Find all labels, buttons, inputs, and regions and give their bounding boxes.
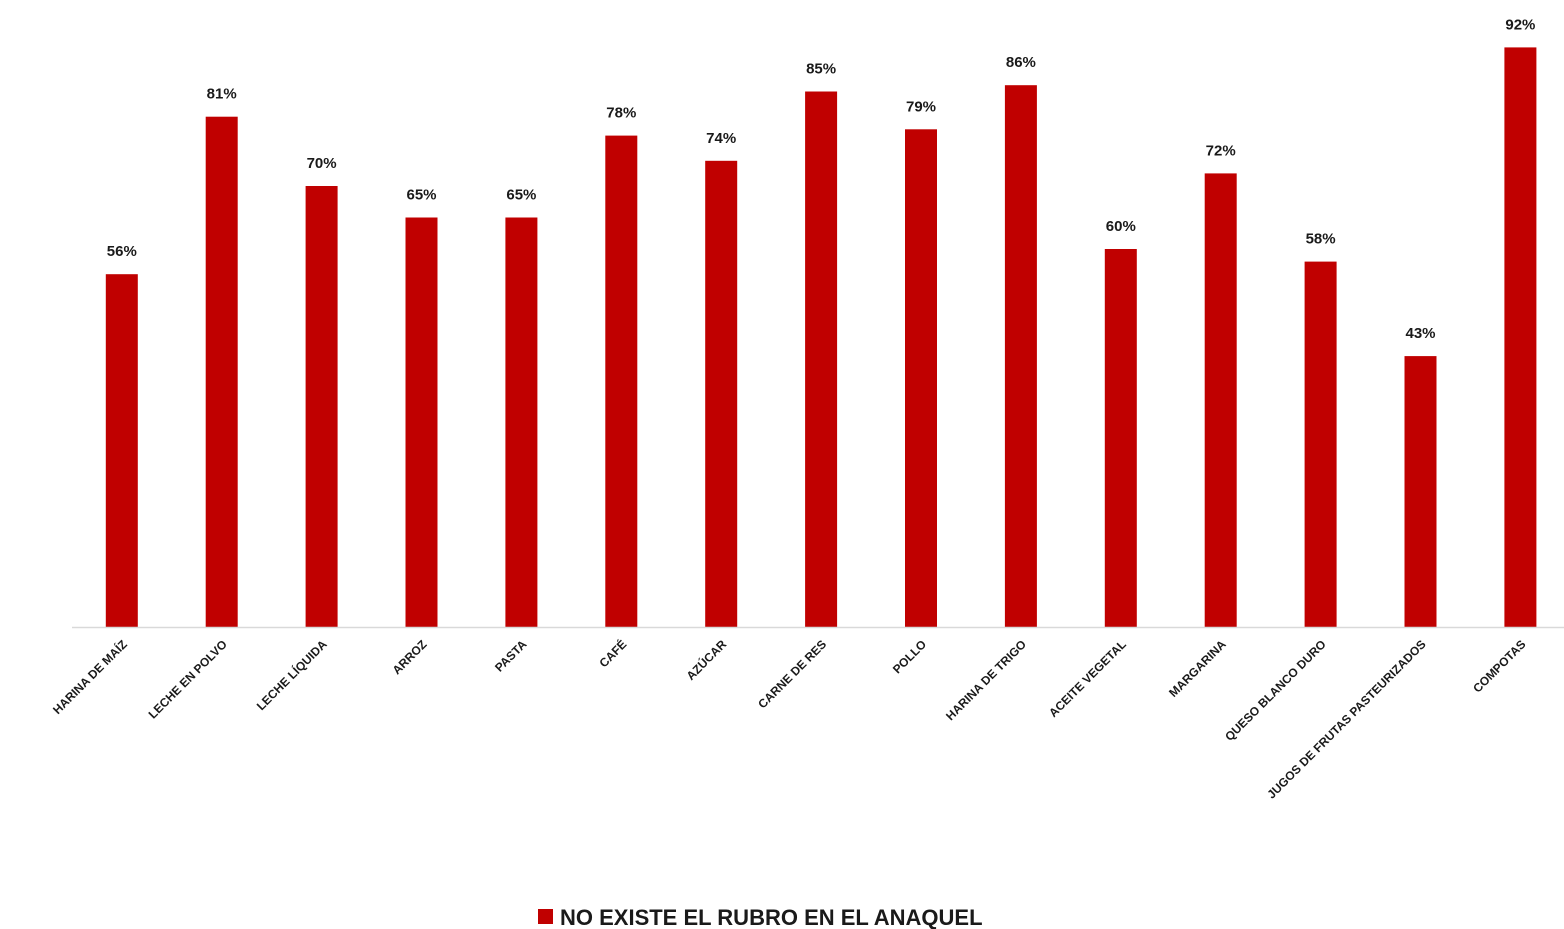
data-label: 79% [906,98,936,115]
data-label: 65% [406,187,436,204]
bar [1404,356,1437,627]
x-tick-label: MARGARINA [1166,637,1229,700]
bar [605,135,638,627]
bar [1104,249,1137,627]
bar [105,274,138,627]
data-label: 43% [1405,325,1435,342]
data-label: 92% [1505,16,1535,33]
data-label: 56% [107,243,137,260]
data-label: 86% [1006,54,1036,71]
legend-label: NO EXISTE EL RUBRO EN EL ANAQUEL [560,905,983,929]
bar [1304,261,1337,627]
data-label: 85% [806,61,836,78]
bar [1204,173,1237,627]
data-label: 72% [1206,142,1236,159]
data-labels-group: 56% 81% 70% 65% 65% 78% 74% 85% 79% 86% 60% 72% 58% 4… [107,16,1536,342]
bar [705,160,738,628]
bars-group [105,47,1537,628]
bar [305,186,338,627]
x-tick-label: AZÚCAR [683,636,730,683]
bar [405,217,438,627]
data-label: 65% [506,187,536,204]
x-tick-label: HARINA DE MAÍZ [49,637,130,718]
x-tick-label: JUGOS DE FRUTAS PASTEURIZADOS [1264,637,1428,801]
x-tick-labels-group: HARINA DE MAÍZ LECHE EN POLVO LECHE LÍQUID… [49,636,1528,801]
data-label: 70% [307,155,337,172]
bar [905,129,937,628]
x-tick-label: LECHE LÍQUIDA [253,636,330,713]
x-tick-label: ARROZ [390,637,430,677]
data-label: 60% [1106,218,1136,235]
x-tick-label: PASTA [492,637,530,675]
data-label: 58% [1306,231,1336,248]
data-label: 81% [207,86,237,103]
x-tick-label: CARNE DE RES [755,637,829,711]
data-label: 78% [606,105,636,122]
bar [505,217,538,627]
x-tick-label: ACEITE VEGETAL [1046,637,1129,720]
data-label: 74% [706,130,736,147]
legend-swatch [538,909,553,924]
bar [1504,47,1537,627]
x-tick-label: LECHE EN POLVO [146,637,230,721]
x-tick-label: CAFÉ [596,637,630,671]
bar [1004,85,1037,627]
x-tick-label: POLLO [890,637,929,676]
x-tick-label: HARINA DE TRIGO [943,637,1029,723]
x-tick-label: COMPOTAS [1470,637,1528,695]
bar [805,91,838,627]
bar [205,116,238,627]
legend: NO EXISTE EL RUBRO EN EL ANAQUEL [538,905,983,929]
x-tick-label: QUESO BLANCO DURO [1222,637,1329,744]
